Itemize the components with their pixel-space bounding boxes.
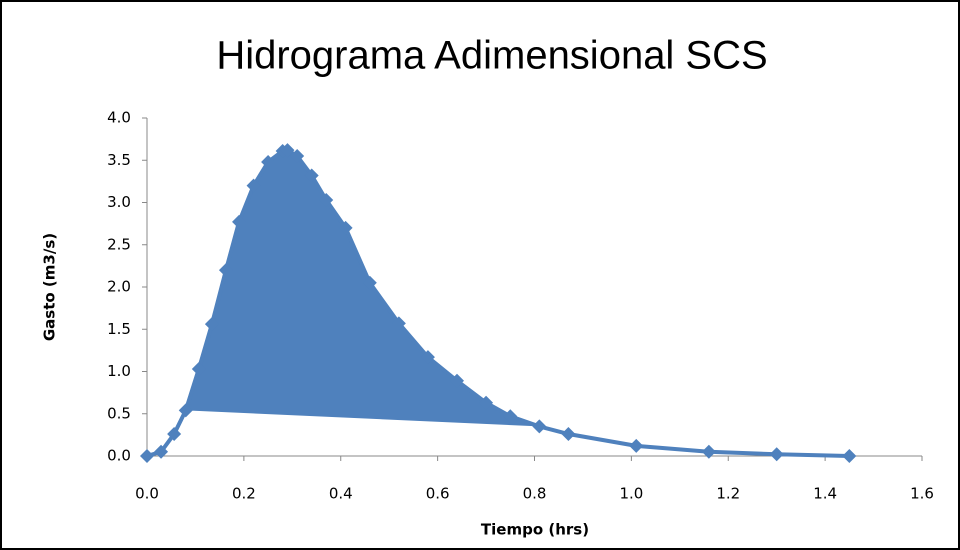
marker <box>280 143 295 158</box>
x-tick-label: 1.2 <box>716 485 740 503</box>
y-tick-label: 0.5 <box>107 404 131 422</box>
marker <box>842 449 857 463</box>
y-tick-label: 2.5 <box>107 235 131 253</box>
chart-title: Hidrograma Adimensional SCS <box>216 34 767 78</box>
marker <box>503 409 518 424</box>
x-tick-label: 0.8 <box>523 485 547 503</box>
x-tick-label: 1.4 <box>813 485 837 503</box>
marker <box>450 373 464 388</box>
marker <box>154 444 169 459</box>
marker <box>218 263 233 278</box>
y-tick-label: 4.0 <box>107 109 131 127</box>
marker <box>532 419 547 434</box>
marker <box>261 154 276 169</box>
marker <box>561 427 576 442</box>
y-tick-label: 3.5 <box>107 151 131 169</box>
y-axis-label: Gasto (m3/s) <box>41 233 59 341</box>
marker <box>479 395 494 410</box>
x-tick-label: 0.2 <box>232 485 256 503</box>
marker <box>629 438 644 453</box>
marker <box>167 427 182 442</box>
marker <box>178 403 193 418</box>
marker <box>338 220 353 235</box>
y-tick-label: 2.0 <box>107 278 131 296</box>
marker <box>290 149 305 164</box>
series-line <box>146 148 850 458</box>
x-tick-label: 1.6 <box>910 485 934 503</box>
marker <box>391 316 406 331</box>
marker <box>204 317 219 332</box>
y-tick-label: 3.0 <box>107 193 131 211</box>
x-tick-label: 0.0 <box>135 485 159 503</box>
marker <box>362 275 377 290</box>
y-tick-label: 1.0 <box>107 362 131 380</box>
marker <box>769 447 784 462</box>
x-tick-label: 0.4 <box>329 485 353 503</box>
marker <box>701 444 716 459</box>
x-axis-label: Tiempo (hrs) <box>481 521 589 539</box>
marker <box>191 361 206 376</box>
area-fill <box>185 150 540 427</box>
marker <box>420 350 435 365</box>
y-tick-label: 0.0 <box>107 447 131 465</box>
marker <box>304 168 319 183</box>
y-tick-label: 1.5 <box>107 320 131 338</box>
marker <box>319 192 334 207</box>
x-tick-label: 1.0 <box>619 485 643 503</box>
marker <box>140 449 154 463</box>
marker <box>246 178 261 193</box>
x-tick-label: 0.6 <box>426 485 450 503</box>
marker <box>232 214 247 229</box>
